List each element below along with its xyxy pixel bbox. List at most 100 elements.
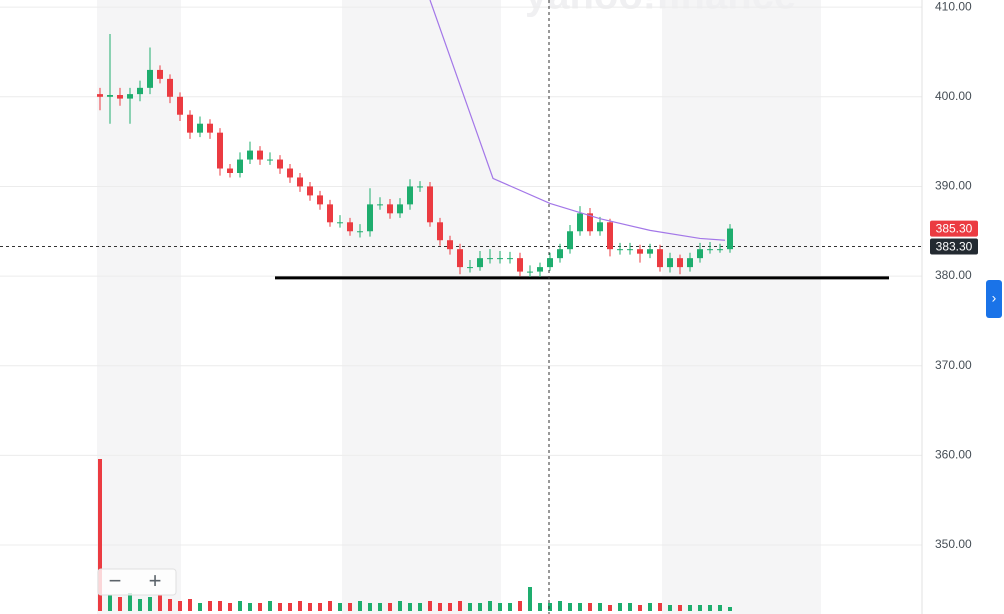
candle-body — [487, 258, 493, 260]
candle-body — [577, 213, 583, 232]
volume-bar — [688, 605, 692, 611]
volume-bar — [658, 603, 662, 611]
crosshair-price-label: 383.30 — [936, 240, 973, 254]
last-price-label: 385.30 — [936, 222, 973, 236]
candle-body — [667, 258, 673, 268]
candle-body — [257, 150, 263, 160]
volume-bar — [168, 599, 172, 611]
y-tick-label: 350.00 — [935, 537, 972, 551]
candle-body — [327, 204, 333, 223]
volume-bar — [438, 603, 442, 611]
candle-body — [567, 231, 573, 250]
candle-body — [187, 114, 193, 133]
candle-body — [97, 94, 103, 97]
volume-bar — [218, 601, 222, 611]
candle-body — [647, 249, 653, 254]
candle-body — [377, 204, 383, 206]
volume-bar — [508, 603, 512, 611]
candle-body — [197, 123, 203, 133]
volume-bar — [648, 603, 652, 611]
volume-bar — [498, 603, 502, 611]
volume-bar — [308, 603, 312, 611]
candle-body — [707, 249, 713, 251]
candle-body — [317, 195, 323, 205]
volume-bar — [318, 603, 322, 611]
volume-bar — [538, 603, 542, 611]
volume-bar — [608, 605, 612, 611]
volume-bar — [178, 601, 182, 611]
volume-bar — [338, 603, 342, 611]
last-price-tag — [930, 220, 978, 237]
volume-bar — [228, 603, 232, 611]
volume-bar — [98, 459, 102, 611]
session-band — [97, 0, 181, 614]
candle-body — [227, 168, 233, 173]
candle-body — [407, 186, 413, 205]
candle-body — [467, 267, 473, 269]
volume-bar — [158, 595, 162, 611]
volume-bar — [478, 603, 482, 611]
candle-body — [167, 78, 173, 97]
candle-body — [517, 258, 523, 272]
candle-body — [557, 249, 563, 259]
volume-bar — [408, 603, 412, 611]
volume-bar — [598, 603, 602, 611]
candle-body — [287, 168, 293, 178]
candle-body — [537, 267, 543, 272]
candle-body — [237, 159, 243, 173]
volume-bar — [618, 603, 622, 611]
zoom-panel — [97, 568, 177, 596]
session-band — [342, 0, 501, 614]
candle-body — [457, 249, 463, 268]
session-band — [662, 0, 821, 614]
candle-body — [267, 159, 273, 161]
volume-bar — [258, 603, 262, 611]
volume-bar — [118, 597, 122, 611]
volume-bar — [278, 603, 282, 611]
volume-bar — [378, 603, 382, 611]
volume-bar — [288, 603, 292, 611]
y-tick-label: 360.00 — [935, 448, 972, 462]
volume-bar — [448, 603, 452, 611]
expand-tab[interactable] — [986, 280, 1002, 318]
volume-bar — [148, 597, 152, 611]
candle-body — [357, 231, 363, 233]
volume-bar — [588, 603, 592, 611]
volume-bar — [578, 603, 582, 611]
candle-body — [607, 222, 613, 250]
y-tick-label: 370.00 — [935, 358, 972, 372]
candle-body — [247, 150, 253, 160]
volume-bar — [428, 601, 432, 611]
candle-body — [347, 222, 353, 232]
candle-body — [147, 69, 153, 88]
volume-bar — [708, 605, 712, 611]
candle-body — [717, 249, 723, 251]
volume-bar — [188, 599, 192, 611]
candle-body — [367, 204, 373, 232]
volume-bar — [678, 605, 682, 611]
volume-bar — [128, 593, 132, 611]
zoom-in[interactable]: + — [149, 568, 162, 593]
candle-body — [507, 258, 513, 260]
volume-bar — [108, 595, 112, 611]
zoom-out[interactable]: − — [109, 568, 122, 593]
candle-body — [617, 249, 623, 251]
candle-body — [437, 222, 443, 241]
volume-bar — [328, 601, 332, 611]
expand-icon[interactable]: › — [992, 290, 997, 306]
volume-bar — [468, 603, 472, 611]
volume-bar — [718, 605, 722, 611]
candle-body — [587, 213, 593, 232]
candle-body — [657, 249, 663, 268]
candle-body — [387, 204, 393, 214]
volume-bar — [668, 605, 672, 611]
candle-body — [627, 249, 633, 251]
candle-body — [137, 87, 143, 95]
volume-bar — [298, 601, 302, 611]
volume-bar — [528, 587, 532, 611]
candle-body — [597, 222, 603, 232]
candle-body — [637, 249, 643, 254]
candle-body — [127, 94, 133, 99]
volume-bar — [388, 603, 392, 611]
